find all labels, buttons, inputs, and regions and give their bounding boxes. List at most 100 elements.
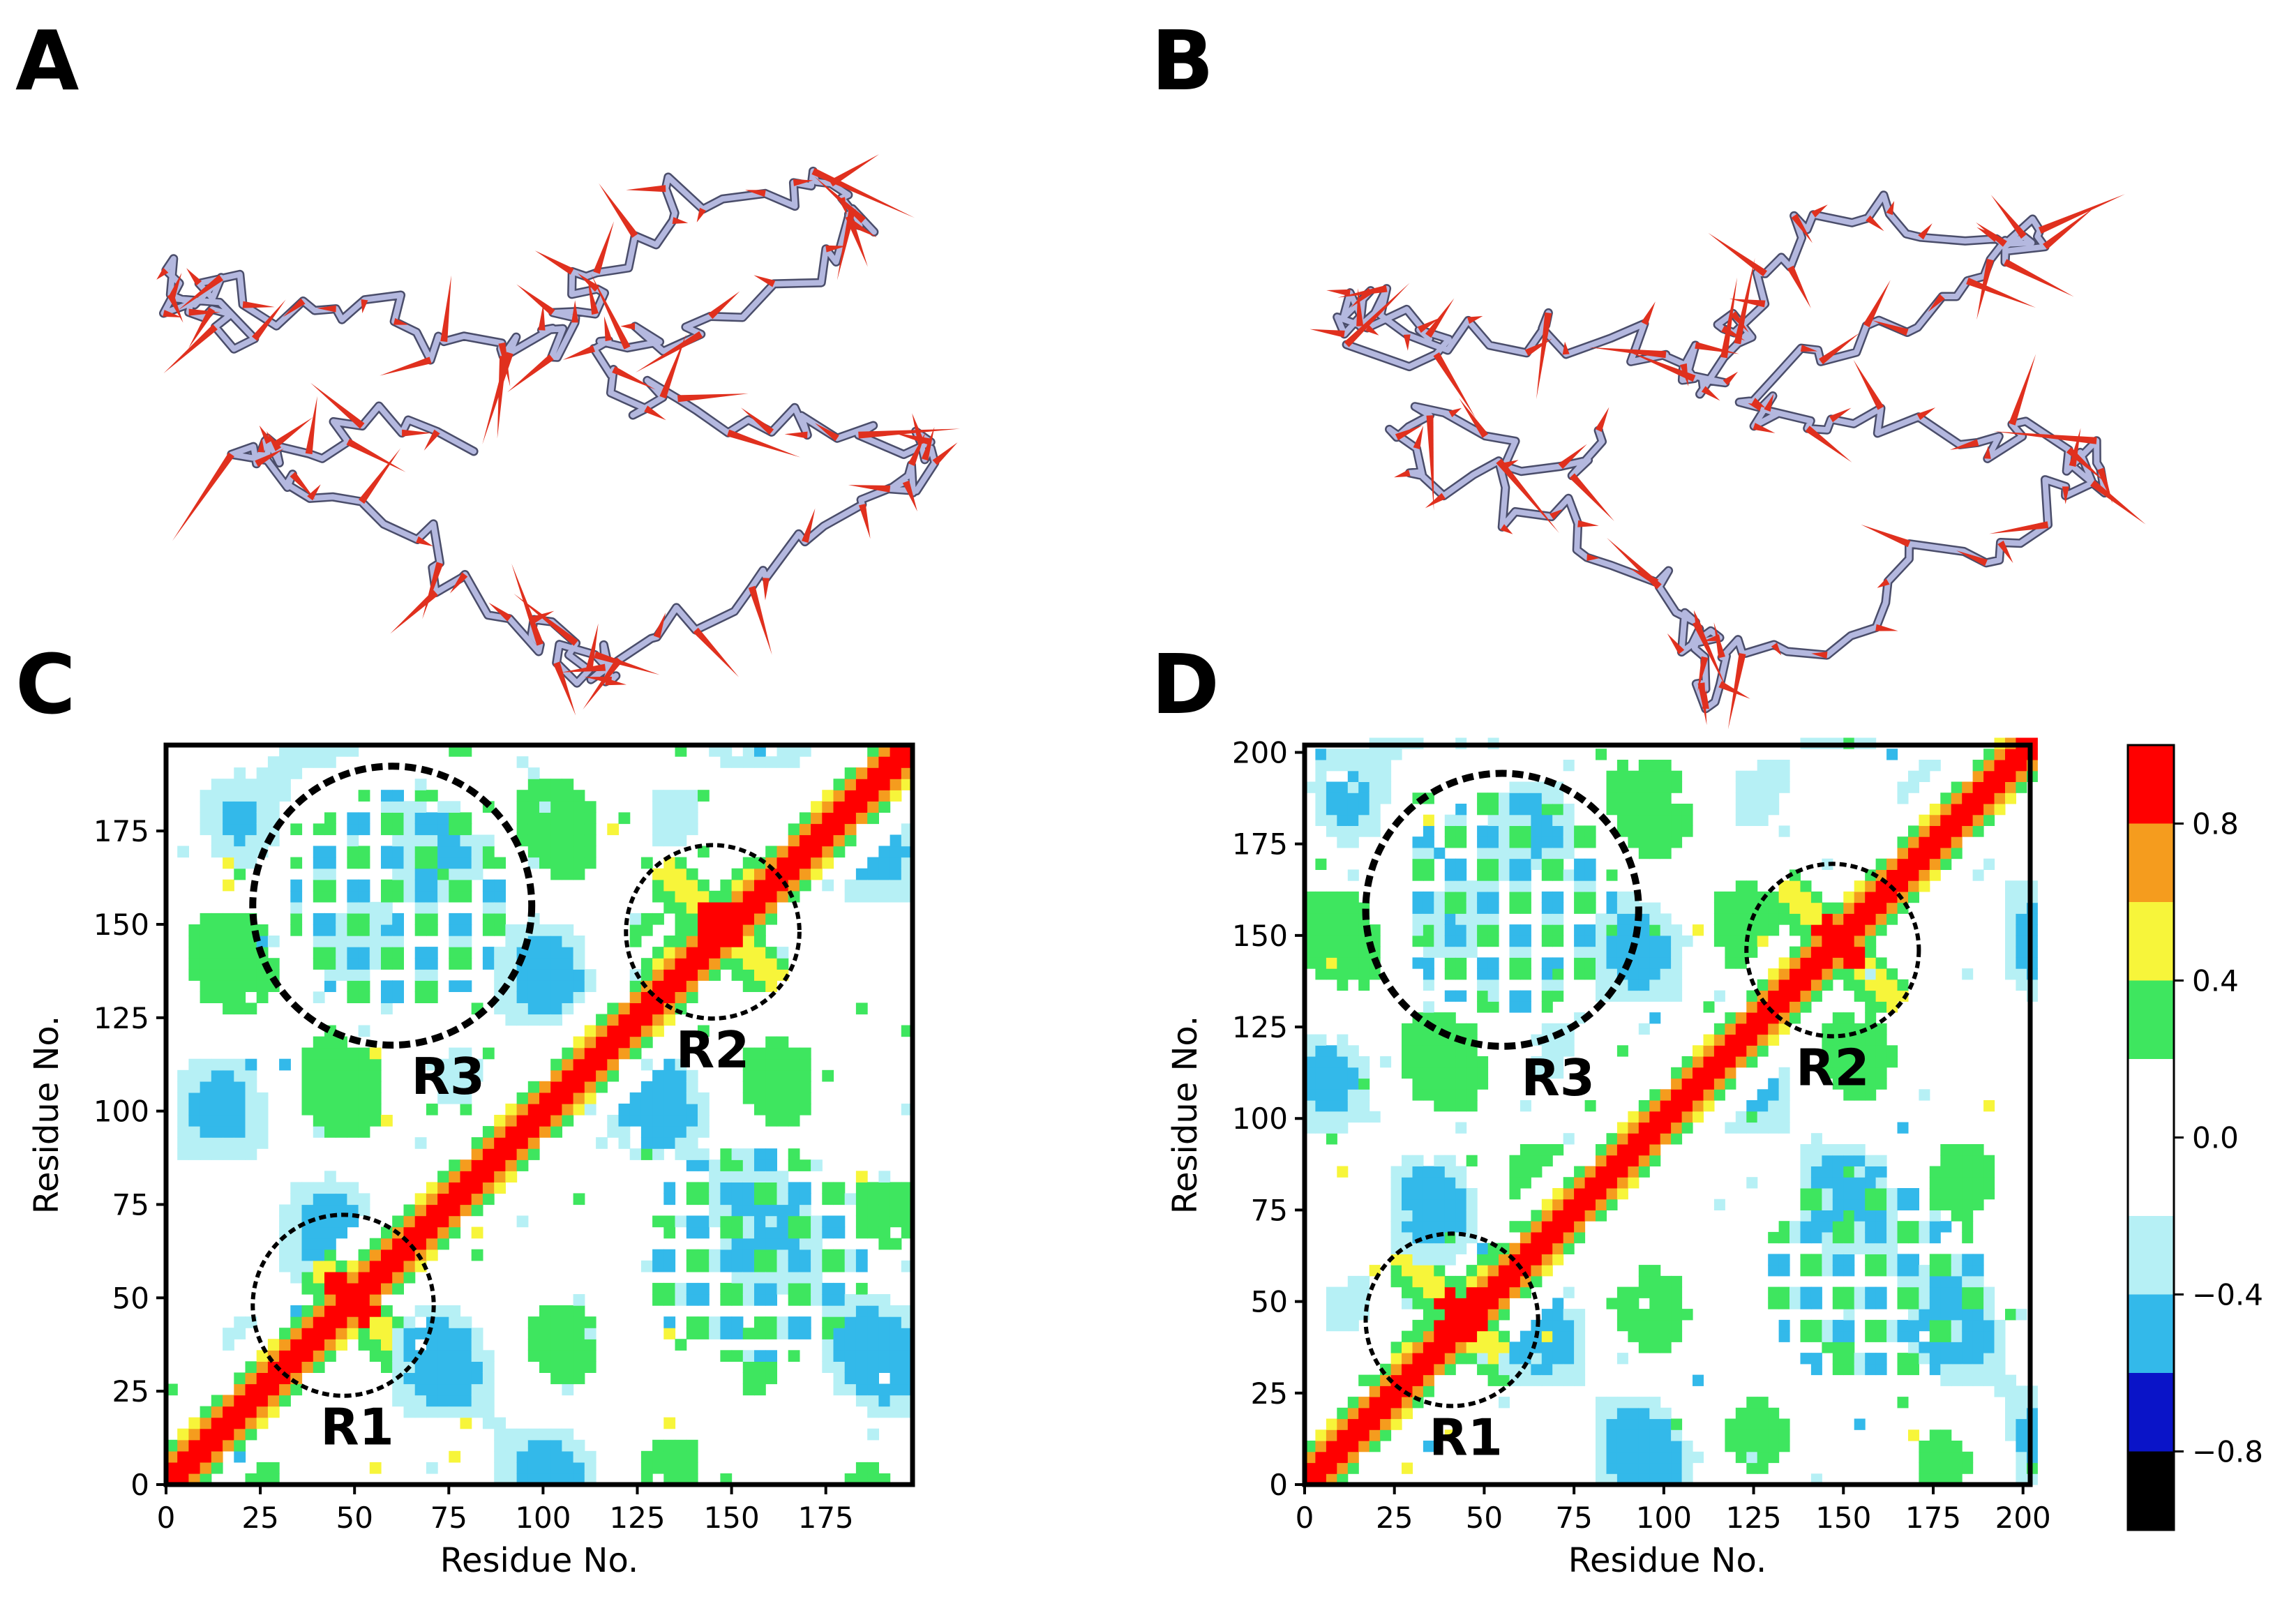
displacement-vector <box>251 299 286 341</box>
map-cell <box>1972 1166 1984 1178</box>
map-cell <box>1638 1275 1650 1288</box>
map-cell <box>460 1092 472 1104</box>
map-cell <box>1434 1254 1446 1266</box>
map-cell <box>573 991 585 1003</box>
map-cell <box>1509 1353 1521 1365</box>
map-cell <box>301 1328 314 1339</box>
map-cell <box>1337 957 1349 969</box>
map-cell <box>1822 979 1833 991</box>
map-cell <box>1487 836 1499 848</box>
map-cell <box>1886 913 1898 925</box>
map-cell <box>1638 1397 1650 1409</box>
map-cell <box>1616 1122 1628 1134</box>
map-cell <box>1693 1056 1704 1068</box>
map-cell <box>1854 1144 1866 1156</box>
map-cell <box>1466 1067 1478 1079</box>
map-cell <box>1412 891 1424 903</box>
map-cell <box>878 1383 891 1396</box>
map-cell <box>1596 1166 1607 1178</box>
map-cell <box>1757 1397 1769 1409</box>
map-cell <box>1520 1231 1531 1244</box>
map-cell <box>1865 913 1877 925</box>
map-cell <box>776 1204 789 1217</box>
map-cell <box>1649 1089 1661 1101</box>
map-cell <box>516 1003 529 1015</box>
map-cell <box>527 1092 540 1104</box>
map-cell <box>279 1226 291 1239</box>
map-cell <box>1574 1177 1586 1189</box>
map-cell <box>1574 935 1586 947</box>
map-cell <box>426 1103 438 1116</box>
displacement-vector <box>255 449 284 467</box>
displacement-vector <box>186 268 202 286</box>
map-cell <box>709 1204 721 1217</box>
map-cell <box>1541 804 1553 816</box>
map-cell <box>313 1069 325 1082</box>
map-cell <box>550 790 562 802</box>
map-cell <box>1886 1254 1898 1266</box>
map-cell <box>1962 1298 1974 1309</box>
map-cell <box>1412 1177 1424 1189</box>
map-cell <box>1358 1397 1370 1409</box>
map-cell <box>245 1115 257 1127</box>
map-cell <box>403 812 416 825</box>
map-cell <box>1746 1462 1758 1474</box>
map-cell <box>1531 1374 1543 1386</box>
map-cell <box>1584 858 1596 870</box>
map-cell <box>709 947 721 959</box>
map-cell <box>1412 1045 1424 1057</box>
map-cell <box>640 1058 653 1071</box>
map-cell <box>890 1350 902 1362</box>
map-cell <box>629 1047 642 1060</box>
map-cell <box>200 1092 212 1104</box>
map-cell <box>878 1328 891 1339</box>
map-cell <box>1660 957 1672 969</box>
map-cell <box>1616 1177 1628 1189</box>
map-cell <box>2016 1397 2027 1409</box>
map-cell <box>516 969 529 981</box>
map-cell <box>1778 825 1790 837</box>
map-cell <box>742 1226 755 1239</box>
map-cell <box>2005 1397 2016 1409</box>
map-cell <box>1616 924 1628 936</box>
map-cell <box>1693 1078 1704 1090</box>
map-cell <box>1606 924 1618 936</box>
displacement-vector <box>422 562 444 619</box>
map-cell <box>1810 1265 1822 1277</box>
map-cell <box>188 1428 201 1441</box>
map-cell <box>1541 891 1553 903</box>
map-cell <box>381 812 393 825</box>
map-cell <box>731 1215 744 1228</box>
map-cell <box>1563 1330 1575 1342</box>
map-cell <box>855 1003 868 1015</box>
map-cell <box>1800 880 1812 892</box>
map-cell <box>1940 1155 1952 1166</box>
map-cell <box>426 1372 438 1385</box>
map-cell <box>822 846 834 858</box>
map-cell <box>1832 935 1844 947</box>
displacement-vector <box>1748 403 1762 412</box>
map-cell <box>1735 793 1747 804</box>
map-cell <box>1919 1342 1930 1353</box>
map-cell <box>1660 770 1672 782</box>
map-cell <box>731 868 744 880</box>
map-cell <box>1444 935 1456 947</box>
map-cell <box>1337 1319 1349 1332</box>
map-cell <box>1455 1177 1467 1189</box>
map-cell <box>742 857 755 869</box>
map-cell <box>1725 946 1736 958</box>
map-cell <box>211 1092 223 1104</box>
map-cell <box>1660 1089 1672 1101</box>
map-cell <box>1369 1441 1381 1452</box>
map-cell <box>1509 825 1521 837</box>
colorbar-tick-label: 0.8 <box>2192 807 2239 841</box>
map-cell <box>550 947 562 959</box>
map-cell <box>324 913 336 925</box>
map-cell <box>414 823 427 836</box>
map-cell <box>1326 760 1337 772</box>
map-cell <box>516 1092 529 1104</box>
map-cell <box>426 991 438 1003</box>
map-cell <box>901 779 913 790</box>
map-cell <box>336 1036 347 1049</box>
map-cell <box>1444 1298 1456 1309</box>
